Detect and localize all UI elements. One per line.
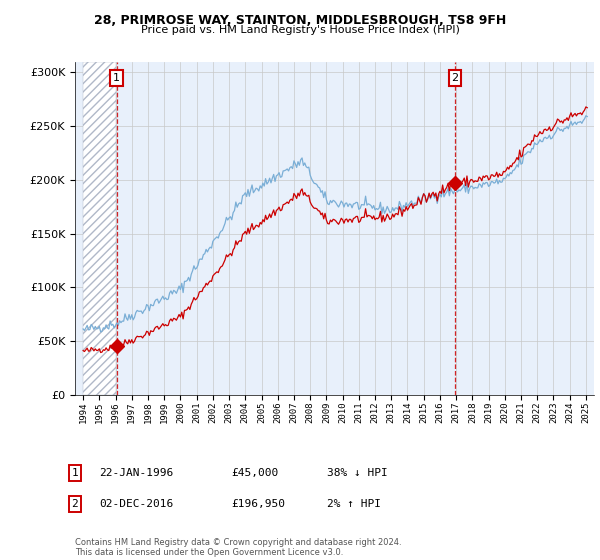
Text: 38% ↓ HPI: 38% ↓ HPI: [327, 468, 388, 478]
Text: 2: 2: [451, 73, 458, 83]
Text: 28, PRIMROSE WAY, STAINTON, MIDDLESBROUGH, TS8 9FH: 28, PRIMROSE WAY, STAINTON, MIDDLESBROUG…: [94, 14, 506, 27]
Text: £45,000: £45,000: [231, 468, 278, 478]
Text: 2: 2: [71, 499, 79, 509]
Text: £196,950: £196,950: [231, 499, 285, 509]
Text: 1: 1: [71, 468, 79, 478]
Text: 02-DEC-2016: 02-DEC-2016: [99, 499, 173, 509]
Text: 1: 1: [113, 73, 120, 83]
Text: Price paid vs. HM Land Registry's House Price Index (HPI): Price paid vs. HM Land Registry's House …: [140, 25, 460, 35]
Text: 2% ↑ HPI: 2% ↑ HPI: [327, 499, 381, 509]
Text: 22-JAN-1996: 22-JAN-1996: [99, 468, 173, 478]
Text: Contains HM Land Registry data © Crown copyright and database right 2024.
This d: Contains HM Land Registry data © Crown c…: [75, 538, 401, 557]
